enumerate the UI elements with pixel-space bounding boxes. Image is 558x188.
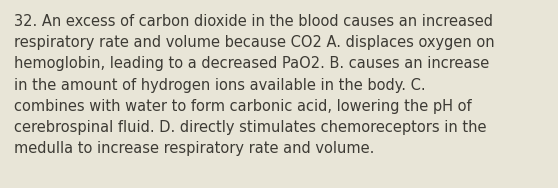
Text: 32. An excess of carbon dioxide in the blood causes an increased
respiratory rat: 32. An excess of carbon dioxide in the b… — [14, 14, 494, 156]
